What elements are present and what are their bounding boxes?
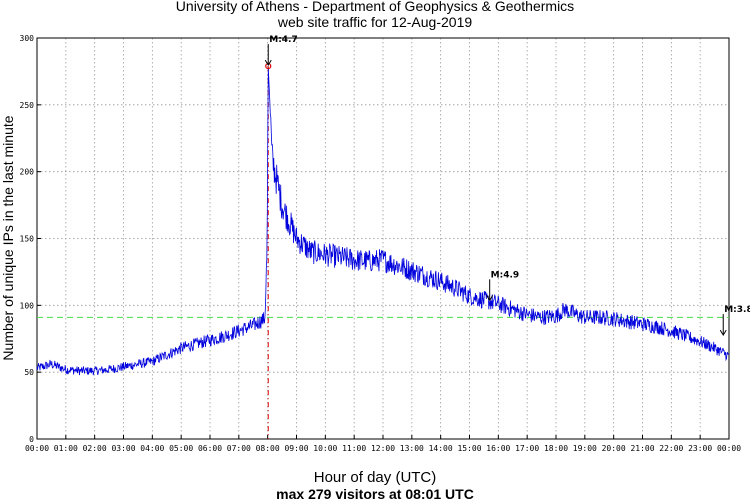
chart-axes	[36, 37, 730, 440]
chart-tick-labels: 00:00 01:00 02:00 03:00 04:00 05:00 06:00 07:00…	[20, 34, 742, 453]
x-tick-label: 20:00	[602, 444, 626, 453]
x-tick-label: 00:00	[717, 444, 741, 453]
x-tick-label: 14:00	[429, 444, 453, 453]
y-tick-label: 250	[20, 101, 35, 110]
x-tick-label: 07:00	[227, 444, 251, 453]
y-axis-label: Number of unique IPs in the last minute	[0, 115, 16, 361]
chart-annotations: M:4.7 M:4.9 M:3.8	[264, 35, 750, 337]
x-axis-label: Hour of day (UTC)	[313, 469, 437, 486]
annotation-label: M:4.7	[269, 35, 298, 45]
y-tick-label: 200	[20, 168, 35, 177]
x-tick-label: 06:00	[198, 444, 222, 453]
annotation-arrowhead	[719, 329, 727, 337]
x-tick-label: 18:00	[544, 444, 568, 453]
x-tick-label: 22:00	[659, 444, 683, 453]
x-tick-label: 15:00	[457, 444, 481, 453]
annotation-label: M:3.8	[724, 305, 750, 315]
x-tick-label: 08:00	[256, 444, 280, 453]
chart-subtitle: web site traffic for 12-Aug-2019	[277, 14, 473, 30]
x-tick-label: 01:00	[54, 444, 78, 453]
x-tick-label: 02:00	[83, 444, 107, 453]
annotation-arrowhead	[264, 59, 272, 67]
x-tick-label: 13:00	[400, 444, 424, 453]
x-tick-label: 10:00	[313, 444, 337, 453]
x-tick-label: 21:00	[630, 444, 654, 453]
x-tick-label: 04:00	[140, 444, 164, 453]
x-tick-label: 05:00	[169, 444, 193, 453]
y-tick-label: 300	[20, 34, 35, 43]
x-tick-label: 19:00	[573, 444, 597, 453]
x-tick-label: 23:00	[688, 444, 712, 453]
y-tick-label: 50	[24, 368, 34, 377]
visitors-series-line	[36, 67, 730, 376]
chart-grid	[37, 38, 729, 439]
chart-title: University of Athens - Department of Geo…	[175, 0, 575, 14]
y-tick-label: 100	[20, 301, 35, 310]
y-tick-label: 0	[29, 435, 34, 444]
x-tick-label: 09:00	[284, 444, 308, 453]
x-tick-label: 11:00	[342, 444, 366, 453]
x-tick-label: 03:00	[111, 444, 135, 453]
x-tick-label: 00:00	[25, 444, 49, 453]
annotation-label: M:4.9	[491, 270, 520, 280]
x-tick-label: 17:00	[515, 444, 539, 453]
y-tick-label: 150	[20, 235, 35, 244]
annotation-arrowhead	[486, 295, 494, 302]
plot-frame	[36, 37, 730, 440]
x-tick-label: 16:00	[486, 444, 510, 453]
x-tick-label: 12:00	[371, 444, 395, 453]
chart-footer: max 279 visitors at 08:01 UTC	[276, 486, 474, 502]
